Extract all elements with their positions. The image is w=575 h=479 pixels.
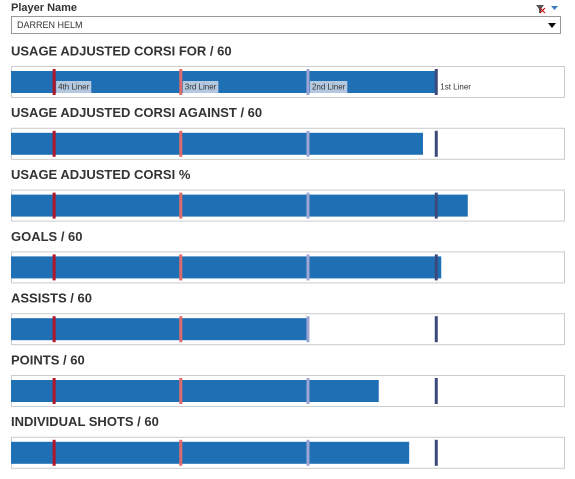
reference-line: [306, 192, 310, 219]
bar: [11, 256, 442, 279]
reference-line: [179, 130, 183, 157]
reference-line: [179, 439, 183, 466]
filter-label: Player Name: [11, 2, 77, 14]
reference-line: [52, 254, 56, 281]
reference-label: 3rd Liner: [185, 83, 217, 92]
reference-line: [306, 378, 310, 404]
chart-title: INDIVIDUAL SHOTS / 60: [11, 414, 159, 429]
reference-label-bg: [182, 81, 219, 93]
reference-label: 1st Liner: [440, 83, 471, 92]
reference-line: [179, 316, 183, 343]
player-dropdown[interactable]: DARREN HELM: [11, 16, 561, 34]
bar: [11, 380, 379, 402]
reference-line: [306, 130, 310, 157]
filter-icon[interactable]: [536, 5, 558, 14]
reference-line: [52, 439, 56, 466]
reference-line: [434, 439, 438, 466]
reference-line: [306, 254, 310, 281]
reference-label: 2nd Liner: [312, 83, 346, 92]
chart-title: USAGE ADJUSTED CORSI %: [11, 167, 191, 182]
reference-line: [52, 130, 56, 157]
reference-line: [306, 439, 310, 466]
chart-title: ASSISTS / 60: [11, 291, 92, 306]
bar: [11, 318, 307, 341]
bar: [11, 132, 423, 155]
bar: [11, 194, 468, 217]
reference-line: [52, 69, 56, 95]
reference-line: [434, 254, 438, 281]
reference-line: [52, 192, 56, 219]
reference-line: [434, 316, 438, 343]
dropdown-value: DARREN HELM: [17, 20, 83, 30]
reference-line: [434, 378, 438, 404]
reference-line: [434, 130, 438, 157]
reference-line: [179, 192, 183, 219]
reference-label: 4th Liner: [58, 83, 89, 92]
reference-line: [306, 69, 310, 95]
chart-title: USAGE ADJUSTED CORSI AGAINST / 60: [11, 105, 262, 120]
reference-line: [434, 69, 438, 95]
chart-title: POINTS / 60: [11, 352, 85, 367]
bar: [11, 441, 410, 464]
reference-label-bg: [309, 81, 348, 93]
reference-line: [434, 192, 438, 219]
reference-label-bg: [56, 81, 92, 93]
reference-line: [179, 69, 183, 95]
chart-title: GOALS / 60: [11, 229, 83, 244]
reference-line: [306, 316, 310, 343]
chart-title: USAGE ADJUSTED CORSI FOR / 60: [11, 43, 232, 58]
reference-line: [52, 316, 56, 343]
reference-line: [52, 378, 56, 404]
reference-line: [179, 378, 183, 404]
reference-label-bg: [438, 81, 473, 93]
reference-line: [179, 254, 183, 281]
